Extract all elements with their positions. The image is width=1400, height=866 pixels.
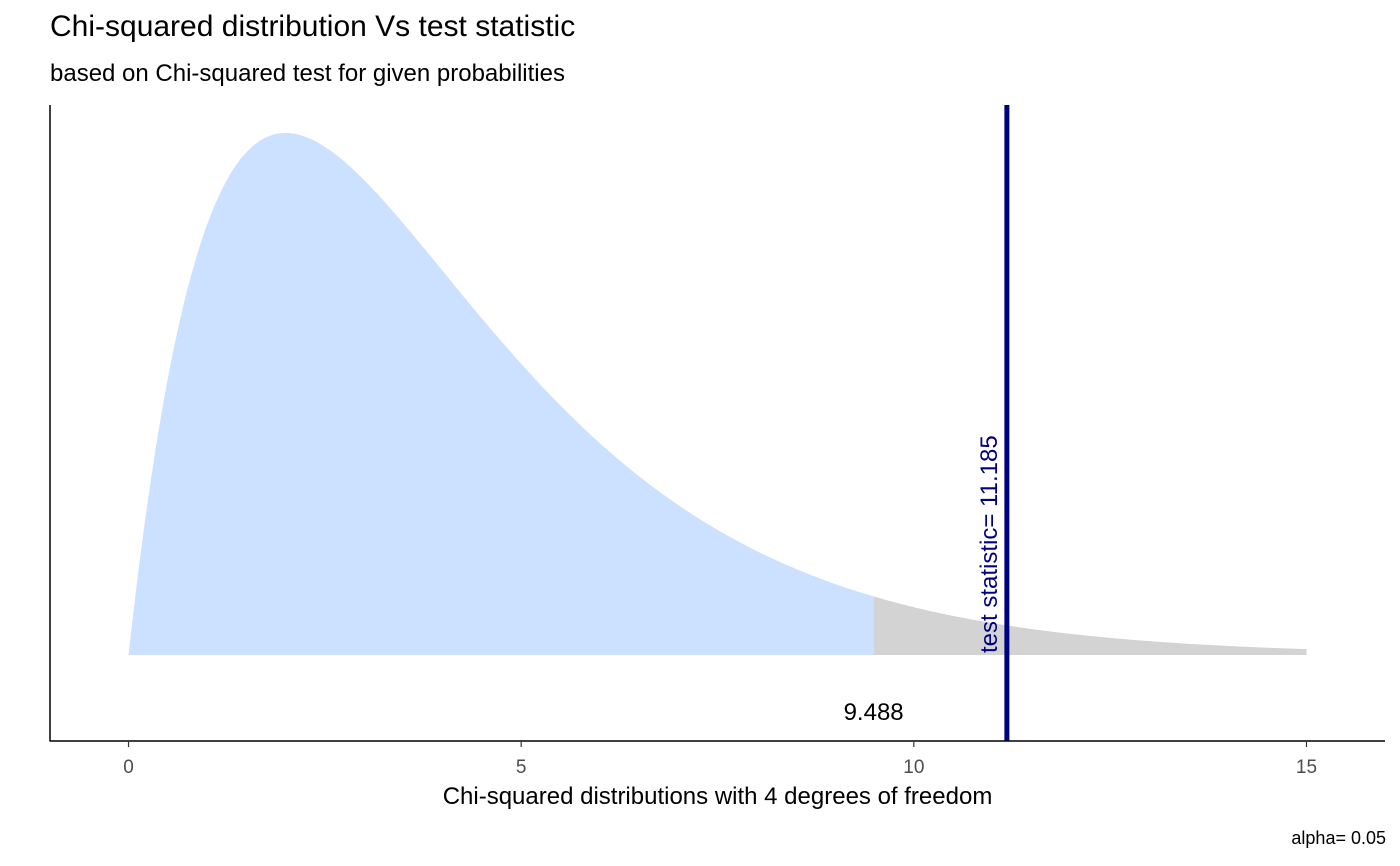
x-tick-label: 10	[903, 757, 924, 778]
rejection-region-area	[873, 596, 1307, 655]
alpha-caption: alpha= 0.05	[1291, 828, 1386, 848]
x-tick-label: 15	[1296, 757, 1317, 778]
chart-subtitle: based on Chi-squared test for given prob…	[50, 60, 565, 87]
chart-title: Chi-squared distribution Vs test statist…	[50, 10, 576, 43]
x-tick-label: 5	[516, 757, 527, 778]
x-axis-title: Chi-squared distributions with 4 degrees…	[442, 783, 993, 810]
x-axis-ticks: 0 5 10 15	[123, 741, 1317, 778]
test-statistic-label: test statistic= 11.185	[976, 435, 1003, 653]
acceptance-region-area	[128, 133, 874, 655]
critical-value-label: 9.488	[844, 699, 904, 726]
x-tick-label: 0	[123, 757, 134, 778]
